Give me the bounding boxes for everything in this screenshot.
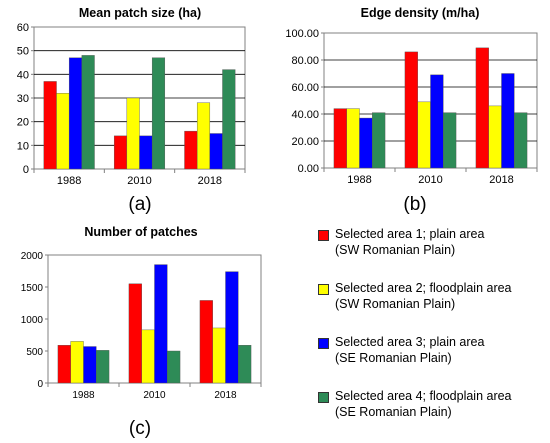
mps-bar-area-2-2010 bbox=[126, 97, 140, 170]
np-y-tick-label: 0 bbox=[37, 379, 43, 390]
mps-bar-area-3-2018 bbox=[209, 133, 223, 170]
ed-x-tick-label: 2010 bbox=[418, 174, 442, 186]
legend-item-area-4: Selected area 4; floodplain area (SE Rom… bbox=[318, 388, 548, 442]
legend-sublabel-area-2: (SW Romanian Plain) bbox=[335, 297, 456, 311]
ed-x-tick-label: 1988 bbox=[347, 174, 371, 186]
np-y-tick-label: 1000 bbox=[21, 315, 44, 326]
np-bar-area-2-1988 bbox=[70, 341, 84, 384]
np-y-tick-label: 1500 bbox=[21, 283, 44, 294]
mean-patch-size-chart: Mean patch size (ha) 0 10 20 30 40 50 60 1988 201… bbox=[17, 6, 246, 215]
np-bar-area-1-2018 bbox=[199, 300, 213, 384]
ed-y-tick-label: 60.00 bbox=[291, 82, 319, 94]
number-of-patches-chart: Number of patches 0 500 1000 1500 2000 1988 201… bbox=[21, 225, 262, 439]
np-bar-area-2-2010 bbox=[141, 329, 155, 384]
ed-chart-title: Edge density (m/ha) bbox=[361, 6, 480, 20]
ed-y-tick-label: 0.00 bbox=[298, 163, 319, 175]
ed-bar-area-3-2018 bbox=[501, 73, 515, 169]
ed-y-tick-label: 100.00 bbox=[285, 28, 319, 40]
mps-y-tick-label: 40 bbox=[17, 69, 29, 81]
ed-bar-area-2-1988 bbox=[346, 108, 360, 169]
ed-y-tick-label: 40.00 bbox=[291, 109, 319, 121]
mps-bar-area-4-2018 bbox=[222, 69, 236, 170]
mps-bar-area-1-2018 bbox=[184, 130, 198, 170]
mps-x-tick-label: 2010 bbox=[127, 175, 151, 187]
mps-panel-label: (a) bbox=[128, 194, 151, 215]
mps-bar-area-2-2018 bbox=[196, 102, 211, 170]
np-bar-area-1-2010 bbox=[128, 283, 142, 384]
legend-label-area-3: Selected area 3; plain area bbox=[335, 335, 485, 349]
np-y-tick-label: 500 bbox=[26, 347, 43, 358]
legend-swatch-area-1 bbox=[318, 230, 329, 241]
np-bar-area-3-1988 bbox=[83, 346, 97, 384]
mps-y-tick-label: 60 bbox=[17, 22, 29, 34]
np-x-tick-label: 2018 bbox=[214, 390, 237, 401]
mps-bar-area-3-1988 bbox=[68, 57, 83, 170]
mps-x-tick-label: 1988 bbox=[57, 175, 81, 187]
ed-bar-area-2-2018 bbox=[488, 105, 502, 169]
mps-chart-title: Mean patch size (ha) bbox=[79, 6, 201, 20]
legend-swatch-area-4 bbox=[318, 392, 329, 403]
ed-panel-label: (b) bbox=[403, 194, 426, 215]
legend-item-area-3: Selected area 3; plain area (SE Romanian… bbox=[318, 334, 548, 388]
edge-density-chart: Edge density (m/ha) 0.00 20.00 40.00 60.00 80… bbox=[285, 6, 538, 215]
ed-bar-area-4-2018 bbox=[514, 112, 528, 169]
mps-y-tick-label: 30 bbox=[17, 93, 29, 105]
legend-item-area-2: Selected area 2; floodplain area (SW Rom… bbox=[318, 280, 548, 334]
mps-x-tick-label: 2018 bbox=[198, 175, 222, 187]
mps-bar-area-1-2010 bbox=[113, 135, 128, 170]
ed-bar-area-3-1988 bbox=[359, 117, 373, 169]
np-x-tick-label: 2010 bbox=[143, 390, 166, 401]
legend: Selected area 1; plain area (SW Romanian… bbox=[318, 226, 548, 442]
ed-bar-area-1-1988 bbox=[333, 108, 347, 169]
legend-label-area-4: Selected area 4; floodplain area bbox=[335, 389, 512, 403]
mps-bar-area-1-1988 bbox=[43, 81, 57, 170]
mps-y-tick-label: 20 bbox=[17, 117, 29, 129]
ed-bar-area-4-1988 bbox=[372, 112, 386, 169]
legend-label-area-1: Selected area 1; plain area bbox=[335, 227, 485, 241]
legend-sublabel-area-4: (SE Romanian Plain) bbox=[335, 405, 452, 419]
legend-label-area-2: Selected area 2; floodplain area bbox=[335, 281, 512, 295]
ed-x-tick-label: 2018 bbox=[489, 174, 513, 186]
legend-sublabel-area-3: (SE Romanian Plain) bbox=[335, 351, 452, 365]
np-x-tick-label: 1988 bbox=[72, 390, 95, 401]
mps-bar-area-2-1988 bbox=[56, 93, 70, 170]
mps-y-tick-label: 0 bbox=[23, 164, 29, 176]
np-y-tick-label: 2000 bbox=[21, 251, 44, 262]
legend-item-area-1: Selected area 1; plain area (SW Romanian… bbox=[318, 226, 548, 280]
mps-bar-area-4-2010 bbox=[151, 57, 166, 170]
ed-bar-area-4-2010 bbox=[443, 112, 457, 169]
legend-swatch-area-2 bbox=[318, 284, 329, 295]
np-bar-area-3-2010 bbox=[154, 264, 168, 384]
mps-y-tick-label: 10 bbox=[17, 140, 29, 152]
np-bar-area-2-2018 bbox=[212, 327, 226, 384]
mps-bar-area-4-1988 bbox=[81, 55, 95, 170]
mps-y-tick-label: 50 bbox=[17, 46, 29, 58]
np-panel-label: (c) bbox=[129, 418, 151, 439]
np-bar-area-1-1988 bbox=[57, 345, 71, 384]
ed-bar-area-1-2018 bbox=[475, 47, 489, 169]
ed-bar-area-2-2010 bbox=[417, 101, 431, 169]
ed-y-tick-label: 80.00 bbox=[291, 55, 319, 67]
legend-swatch-area-3 bbox=[318, 338, 329, 349]
np-bar-area-4-1988 bbox=[96, 350, 110, 384]
np-bar-area-4-2018 bbox=[238, 345, 252, 384]
np-bar-area-3-2018 bbox=[225, 271, 239, 384]
legend-sublabel-area-1: (SW Romanian Plain) bbox=[335, 243, 456, 257]
ed-y-tick-label: 20.00 bbox=[291, 136, 319, 148]
np-chart-title: Number of patches bbox=[84, 225, 197, 239]
mps-bar-area-3-2010 bbox=[139, 135, 153, 170]
np-bar-area-4-2010 bbox=[167, 350, 181, 384]
ed-bar-area-1-2010 bbox=[404, 51, 418, 169]
ed-bar-area-3-2010 bbox=[430, 74, 444, 169]
